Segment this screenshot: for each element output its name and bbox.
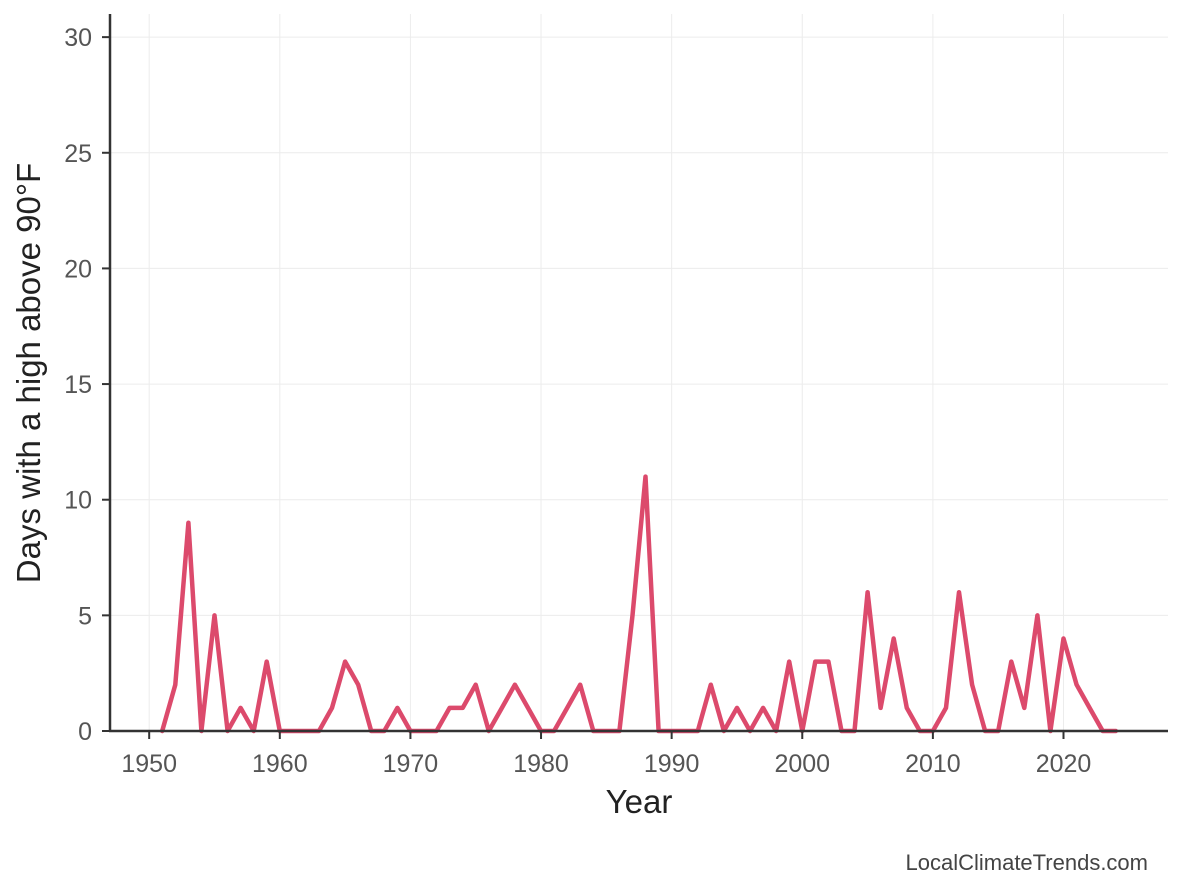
y-tick-label: 20 xyxy=(64,255,92,283)
x-tick-label: 2000 xyxy=(774,750,830,778)
x-tick-label: 1980 xyxy=(513,750,569,778)
series-line xyxy=(159,474,1119,734)
y-tick-label: 5 xyxy=(78,602,92,630)
x-axis-ticks: 1950 1960 1970 1980 1990 2000 2010 2020 xyxy=(121,731,1091,778)
y-tick-label: 30 xyxy=(64,24,92,52)
x-tick-label: 1970 xyxy=(383,750,439,778)
x-tick-label: 1950 xyxy=(121,750,177,778)
y-axis-title: Days with a high above 90°F xyxy=(10,163,47,583)
source-credit: LocalClimateTrends.com xyxy=(905,850,1149,875)
x-tick-label: 1960 xyxy=(252,750,308,778)
x-tick-label: 1990 xyxy=(644,750,700,778)
x-tick-label: 2010 xyxy=(905,750,961,778)
y-tick-label: 10 xyxy=(64,487,92,515)
y-axis-ticks: 0 5 10 15 20 25 30 xyxy=(64,24,110,746)
x-axis-title: Year xyxy=(606,783,673,820)
grid-lines xyxy=(110,14,1168,732)
y-tick-label: 0 xyxy=(78,718,92,746)
y-tick-label: 25 xyxy=(64,140,92,168)
x-tick-label: 2020 xyxy=(1036,750,1092,778)
y-tick-label: 15 xyxy=(64,371,92,399)
